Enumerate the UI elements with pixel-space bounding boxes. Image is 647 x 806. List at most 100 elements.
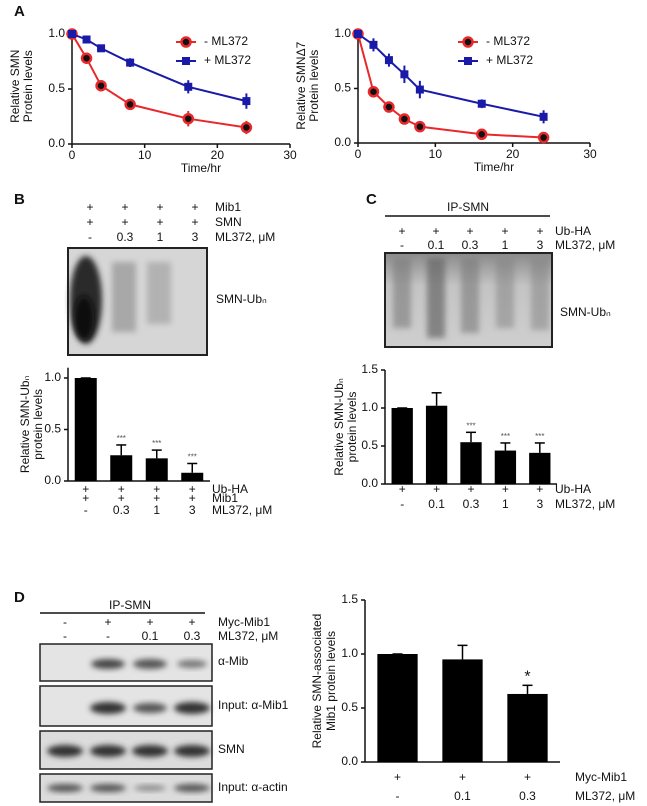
condition-mark: +: [189, 482, 196, 496]
marker: [537, 131, 550, 144]
blot-image: [39, 643, 213, 803]
condition-label: ML372, μM: [555, 497, 615, 511]
condition-mark: 0.3: [463, 497, 480, 511]
y-axis-label: Relative SMN: [8, 50, 22, 123]
lane-mark: +: [156, 215, 163, 229]
condition-mark: 0.1: [454, 789, 471, 803]
marker: [414, 120, 426, 133]
marker: [354, 29, 362, 38]
lane-mark: +: [466, 224, 473, 238]
marker: [182, 112, 195, 125]
x-tick-label: 0: [355, 147, 362, 161]
lane-mark: +: [432, 224, 439, 238]
y-axis-label: Relative SMN-Ubₙ: [332, 378, 346, 476]
marker: [124, 98, 136, 111]
lane-mark: 0.1: [428, 238, 445, 252]
marker: [539, 112, 548, 121]
condition-mark: +: [394, 770, 401, 784]
legend-label: - ML372: [486, 34, 530, 48]
bar: [377, 654, 418, 762]
condition-mark: +: [399, 482, 406, 496]
lane-mark: -: [106, 629, 110, 643]
marker: [462, 36, 474, 48]
lane-mark: 1: [157, 230, 164, 244]
lane-mark: -: [88, 230, 92, 244]
x-tick-label: 0: [69, 148, 76, 162]
bar: [391, 408, 413, 484]
condition-mark: 3: [536, 497, 543, 511]
condition-label: Ub-HA: [212, 482, 248, 496]
marker: [68, 30, 76, 38]
marker: [464, 57, 472, 65]
lane-mark: +: [156, 200, 163, 214]
condition-mark: +: [459, 770, 466, 784]
y-tick-label: 1.0: [341, 646, 358, 660]
marker: [240, 121, 253, 134]
y-tick-label: 1.5: [341, 592, 358, 606]
row-label: Ub-HA: [555, 224, 591, 238]
row-label: SMN: [215, 215, 242, 229]
y-axis-label: Protein levels: [21, 50, 35, 122]
y-axis-label: Relative SMNΔ7: [294, 41, 308, 129]
condition-mark: -: [396, 789, 400, 803]
band-label: SMN-Ubₙ: [560, 305, 611, 319]
y-tick-label: 1.0: [361, 400, 378, 414]
condition-mark: +: [82, 482, 89, 496]
condition-mark: -: [84, 503, 88, 517]
condition-mark: +: [82, 491, 89, 505]
condition-mark: -: [400, 497, 404, 511]
marker: [182, 57, 190, 65]
y-tick-label: 1.0: [48, 26, 65, 40]
x-tick-label: 30: [583, 147, 597, 161]
band-label: Input: α-actin: [218, 780, 288, 794]
lane-mark: +: [501, 224, 508, 238]
significance: ***: [501, 432, 510, 441]
lane-mark: +: [121, 200, 128, 214]
y-axis-label: protein levels: [345, 392, 359, 463]
significance: ***: [188, 453, 197, 462]
marker: [477, 99, 486, 108]
blot-header: IP-SMN: [447, 200, 489, 214]
y-axis-label: Mib1 protein levels: [324, 631, 338, 731]
marker: [383, 101, 395, 113]
x-tick-label: 10: [429, 147, 443, 161]
lane-mark: +: [86, 215, 93, 229]
condition-label: ML372, μM: [575, 789, 635, 803]
condition-mark: +: [467, 482, 474, 496]
marker: [82, 35, 91, 44]
marker: [398, 113, 411, 125]
blot-header: IP-SMN: [109, 598, 151, 612]
condition-mark: +: [189, 491, 196, 505]
lane-mark: 3: [537, 238, 544, 252]
y-tick-label: 0.0: [361, 476, 378, 490]
y-axis-label: Relative SMN-Ubₙ: [18, 375, 32, 473]
lane-mark: +: [121, 215, 128, 229]
lane-mark: +: [188, 615, 195, 629]
condition-mark: +: [536, 482, 543, 496]
bar: [529, 452, 551, 484]
bar: [425, 405, 448, 484]
y-axis-label: Relative SMN-associated: [310, 614, 324, 749]
marker: [80, 52, 93, 64]
lane-mark: +: [398, 224, 405, 238]
lane-mark: +: [86, 200, 93, 214]
band-label: SMN: [218, 742, 245, 756]
blot-image: [384, 252, 553, 348]
condition-mark: +: [433, 482, 440, 496]
condition-mark: 3: [189, 503, 196, 517]
y-tick-label: 0.5: [334, 81, 351, 95]
marker: [184, 82, 193, 91]
row-label: ML372, μM: [555, 238, 615, 252]
condition-mark: +: [153, 491, 160, 505]
lane-mark: +: [191, 200, 198, 214]
marker: [126, 58, 135, 67]
x-tick-label: 20: [211, 148, 225, 162]
band-label: SMN-Ubₙ: [216, 292, 267, 306]
y-tick-label: 0.0: [334, 135, 351, 149]
marker: [97, 44, 106, 53]
lane-mark: 0.3: [117, 230, 134, 244]
series-line: [357, 33, 544, 139]
lane-mark: +: [104, 615, 111, 629]
lane-mark: +: [191, 215, 198, 229]
